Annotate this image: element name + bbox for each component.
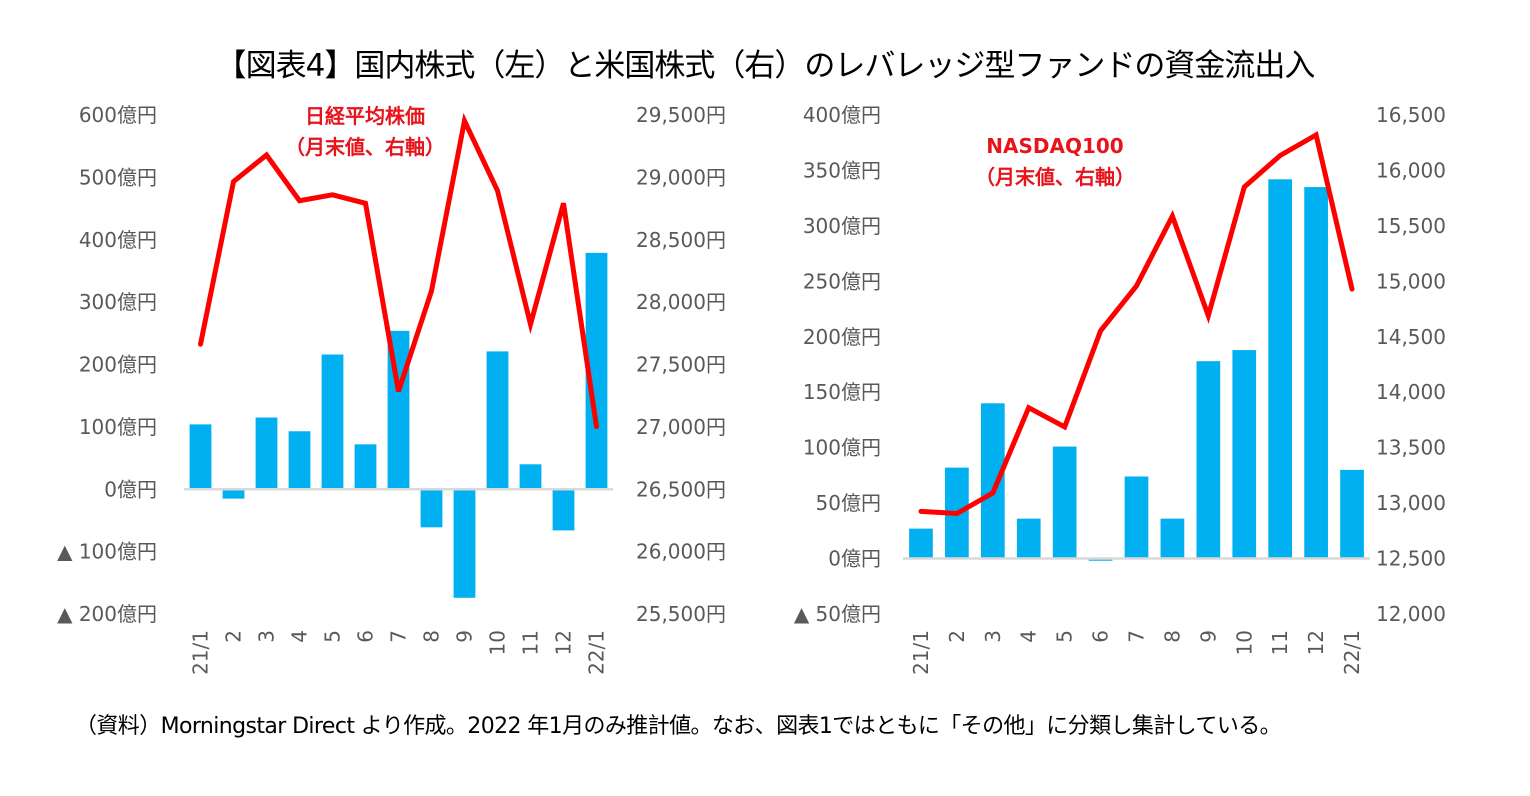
right-axis-tick-label: 13,000 [1376,491,1446,515]
right-axis-tick-label: 26,000円 [636,540,726,564]
x-axis-category-label: 11 [1268,630,1292,655]
x-axis-category-label: 10 [486,630,510,655]
bar-fund-flow [321,354,344,490]
bar-fund-flow [1124,476,1149,559]
right-axis-tick-label: 27,500円 [636,353,726,377]
right-axis-tick-label: 29,500円 [636,103,726,127]
bar-fund-flow [255,417,278,490]
right-axis-tick-label: 16,500 [1376,103,1446,127]
right-axis-tick-label: 15,500 [1376,214,1446,238]
bar-fund-flow [222,489,245,499]
x-axis-category-label: 9 [453,630,477,643]
x-axis-category-label: 12 [1304,630,1328,655]
right-axis-tick-label: 29,000円 [636,165,726,189]
left-axis-tick-label: ▲ 50億円 [794,602,881,626]
x-axis-category-label: 6 [354,630,378,643]
left-axis-tick-label: ▲ 100億円 [57,540,157,564]
figure-title: 【図表4】国内株式（左）と米国株式（右）のレバレッジ型ファンドの資金流出入 [215,48,1316,84]
right-axis-tick-label: 27,000円 [636,415,726,439]
x-axis-category-label: 4 [288,630,312,643]
chart-us-equity: 400億円 350億円 300億円 250億円 200億円 150億円 100億円 50億円 0… [794,103,1446,675]
x-axis-category-label: 6 [1089,630,1113,643]
index-price-line [198,112,599,430]
right-axis-tick-label: 28,500円 [636,228,726,252]
x-axis-category-label: 2 [945,630,969,643]
bar-fund-flow [1196,361,1221,559]
left-axis-tick-label: 600億円 [79,103,157,127]
bar-fund-flow [980,403,1005,559]
bar-fund-flow [585,252,608,490]
bar-fund-flow [288,431,311,490]
bar-fund-flow [420,489,443,528]
x-axis-category-label: 7 [1125,630,1149,643]
bar-fund-flow [189,424,212,490]
source-footnote: （資料）Morningstar Direct より作成。2022 年1月のみ推計… [75,714,1282,739]
left-axis-tick-label: 200億円 [79,353,157,377]
x-axis-category-label: 11 [519,630,543,655]
x-axis-category-label: 2 [222,630,246,643]
left-axis-tick-label: 100億円 [803,436,881,460]
bar-fund-flow [909,528,933,559]
bar-fund-flow [1340,469,1364,559]
left-axis-tick-label: ▲ 200億円 [57,602,157,626]
right-axis-tick-label: 26,500円 [636,477,726,501]
bar-fund-flow [519,464,542,490]
left-axis-tick-label: 350億円 [803,158,881,182]
x-axis-category-label: 5 [321,630,345,643]
right-axis-tick-label: 14,500 [1376,325,1446,349]
bar-fund-flow [1160,518,1185,559]
line-series-annotation: （月末値、右軸） [285,135,445,159]
bar-fund-flow [552,489,575,531]
right-axis-tick-label: 15,000 [1376,269,1446,293]
left-axis-tick-label: 400億円 [803,103,881,127]
x-axis-category-label: 7 [387,630,411,643]
x-axis-category-label: 5 [1053,630,1077,643]
left-axis-tick-label: 300億円 [79,290,157,314]
x-axis-category-label: 10 [1232,630,1256,655]
bar-fund-flow [453,489,476,598]
chart-domestic-equity: 600億円 500億円 400億円 300億円 200億円 100億円 0億円 ▲ 100億円… [57,103,726,675]
right-axis-tick-label: 16,000 [1376,158,1446,182]
x-axis-category-label: 3 [981,630,1005,643]
left-axis-tick-label: 250億円 [803,269,881,293]
right-axis-tick-label: 28,000円 [636,290,726,314]
x-axis-category-label: 21/1 [909,630,933,675]
line-series-annotation: 日経平均株価 [305,104,425,128]
left-axis-tick-label: 200億円 [803,325,881,349]
left-axis-tick-label: 100億円 [79,415,157,439]
left-axis-tick-label: 50億円 [816,491,881,515]
x-axis-category-label: 12 [552,630,576,655]
x-axis-category-label: 9 [1196,630,1220,643]
left-axis-tick-label: 300億円 [803,214,881,238]
x-axis-category-label: 22/1 [585,630,609,675]
left-axis-tick-label: 500億円 [79,165,157,189]
x-axis-category-label: 21/1 [189,630,213,675]
bar-fund-flow [1016,518,1041,559]
left-axis-tick-label: 0億円 [104,477,157,501]
left-axis-tick-label: 0億円 [828,547,881,571]
line-series-annotation: （月末値、右軸） [975,165,1135,189]
bar-fund-flow [354,444,377,490]
bar-fund-flow [1052,446,1077,559]
left-axis-tick-label: 400億円 [79,228,157,252]
right-axis-tick-label: 12,500 [1376,547,1446,571]
bar-fund-flow [1268,179,1293,559]
x-axis-category-label: 4 [1017,630,1041,643]
left-axis-tick-label: 150億円 [803,380,881,404]
bar-fund-flow [1304,187,1328,559]
right-axis-tick-label: 14,000 [1376,380,1446,404]
right-axis-tick-label: 12,000 [1376,602,1446,626]
right-axis-tick-label: 13,500 [1376,436,1446,460]
x-axis-category-label: 8 [1160,630,1184,643]
bar-fund-flow [1232,350,1257,559]
x-axis-category-label: 3 [255,630,279,643]
line-series-annotation: NASDAQ100 [986,134,1123,158]
x-axis-category-label: 8 [420,630,444,643]
x-axis-category-label: 22/1 [1340,630,1364,675]
bar-fund-flow [486,351,509,490]
right-axis-tick-label: 25,500円 [636,602,726,626]
